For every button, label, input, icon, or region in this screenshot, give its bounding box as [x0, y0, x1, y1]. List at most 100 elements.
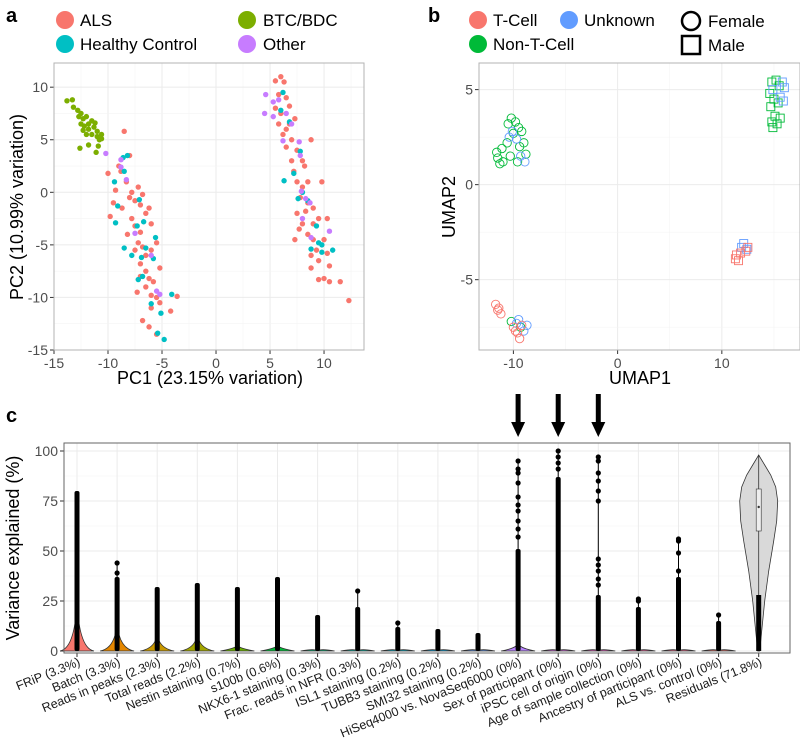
- data-point: [283, 144, 289, 150]
- outlier-point: [515, 518, 521, 524]
- data-point: [124, 231, 131, 238]
- data-point: [92, 120, 98, 126]
- data-point: [283, 110, 289, 117]
- data-point-square: [775, 113, 785, 123]
- y-tick-label: 50: [42, 543, 58, 559]
- data-point-square: [766, 102, 776, 112]
- outlier-point: [355, 588, 361, 594]
- legend-swatch-t-cell: [469, 11, 487, 29]
- plot-border: [53, 62, 365, 351]
- legend-a: ALS Healthy Control BTC/BDC Other: [56, 11, 338, 54]
- data-point: [137, 261, 144, 267]
- x-tick-label: -10: [503, 355, 523, 371]
- outlier-points: [716, 621, 722, 651]
- data-point-circle: [510, 326, 521, 336]
- outlier-point: [595, 556, 601, 562]
- data-point: [119, 205, 125, 211]
- data-point: [129, 215, 135, 222]
- data-point-square: [771, 75, 781, 85]
- outlier-point: [515, 508, 521, 514]
- data-point: [291, 170, 297, 177]
- data-point-circle: [503, 119, 513, 129]
- plot-border: [478, 62, 800, 351]
- outlier-point: [515, 502, 521, 508]
- data-point: [76, 113, 82, 120]
- data-point: [288, 158, 295, 164]
- data-point-circle: [522, 320, 532, 330]
- data-point: [69, 97, 76, 103]
- y-tick-label: 75: [42, 493, 58, 509]
- data-point: [174, 293, 180, 300]
- data-point: [118, 157, 124, 163]
- data-point: [308, 252, 314, 259]
- y-tick-label: 0: [40, 184, 48, 200]
- pca-plot: -15 -10 -5 0 5 10 -15 -10 -5 0 5 10: [28, 62, 365, 371]
- data-point: [280, 89, 286, 96]
- x-tick-label: 5: [266, 355, 274, 371]
- outlier-points: [555, 477, 561, 651]
- data-point: [296, 139, 302, 145]
- data-point: [288, 137, 295, 143]
- data-point: [299, 215, 306, 222]
- data-point-circle: [513, 314, 524, 325]
- data-point-circle: [506, 316, 516, 327]
- outlier-point: [595, 458, 601, 464]
- data-point: [135, 184, 141, 190]
- data-point-circle: [502, 138, 512, 148]
- data-point: [308, 265, 314, 271]
- outlier-point: [515, 466, 521, 472]
- legend-swatch-healthy-control: [56, 35, 74, 53]
- data-point: [326, 278, 333, 285]
- data-point: [143, 252, 149, 259]
- data-point: [103, 150, 109, 157]
- data-point: [112, 220, 119, 226]
- data-point: [324, 215, 330, 222]
- data-point: [281, 178, 287, 184]
- outlier-point: [515, 494, 521, 500]
- x-tick-label: -5: [156, 355, 169, 371]
- data-point: [337, 278, 343, 285]
- data-point: [80, 127, 86, 133]
- legend-label-btc-bdc: BTC/BDC: [263, 11, 338, 30]
- data-point: [302, 195, 309, 202]
- plot-background: [479, 63, 800, 350]
- data-point: [153, 240, 160, 246]
- outlier-point: [595, 478, 601, 484]
- x-axis-title-b: UMAP1: [609, 368, 671, 388]
- outlier-points: [74, 491, 80, 651]
- outlier-point: [675, 568, 682, 574]
- data-point: [129, 189, 135, 196]
- data-point: [134, 223, 140, 229]
- data-point: [89, 131, 95, 138]
- outlier-points: [355, 607, 361, 651]
- outlier-points: [676, 577, 681, 651]
- y-axis-title-b: UMAP2: [439, 176, 459, 238]
- data-point: [272, 78, 279, 84]
- data-point: [275, 97, 282, 103]
- data-point: [143, 210, 149, 217]
- data-point: [157, 291, 163, 297]
- plot-background: [54, 63, 364, 350]
- data-point: [167, 308, 174, 314]
- data-point: [139, 273, 146, 280]
- data-point: [286, 103, 293, 109]
- outlier-points: [114, 577, 120, 651]
- y-tick-label: 25: [42, 593, 58, 609]
- median-point: [757, 505, 760, 509]
- data-point-square: [779, 83, 789, 93]
- data-point-square: [730, 254, 740, 264]
- legend-label-healthy-control: Healthy Control: [80, 35, 197, 54]
- data-point: [299, 221, 306, 227]
- outlier-point: [595, 498, 601, 504]
- outlier-point: [595, 562, 601, 568]
- data-point-square: [777, 77, 787, 87]
- y-tick-label: 5: [40, 132, 48, 148]
- outlier-points: [395, 627, 401, 651]
- data-point: [270, 113, 276, 120]
- data-point: [148, 301, 154, 307]
- data-point-square: [736, 248, 746, 258]
- data-point: [148, 305, 154, 311]
- outlier-points: [595, 595, 601, 651]
- legend-square-icon: [680, 34, 702, 56]
- outlier-points: [515, 549, 521, 651]
